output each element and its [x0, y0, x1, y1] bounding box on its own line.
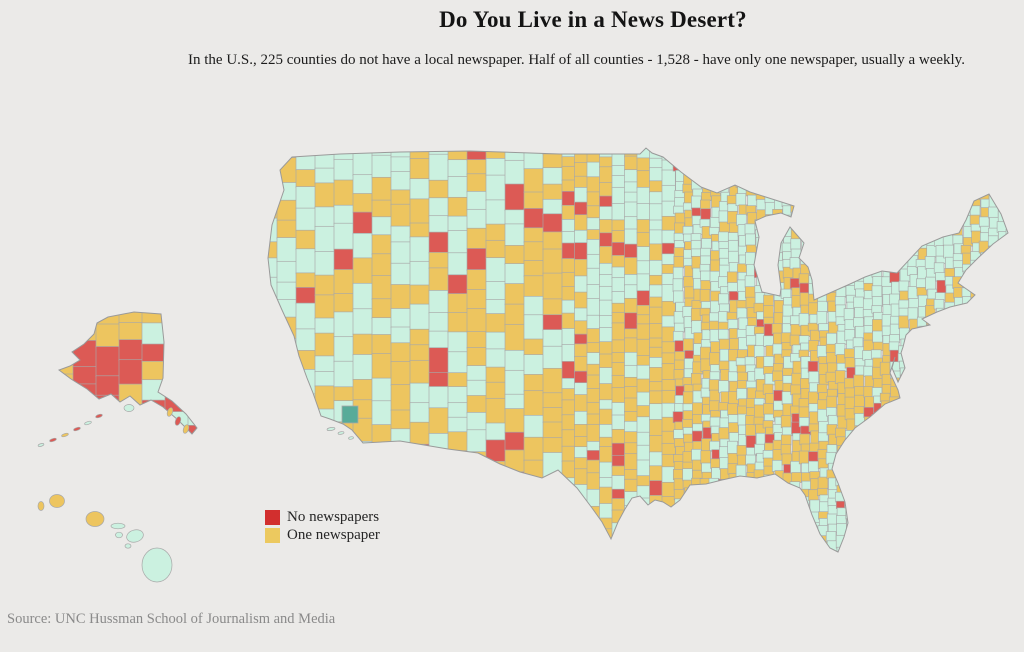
legend: No newspapers One newspaper	[265, 508, 380, 544]
page-title: Do You Live in a News Desert?	[439, 7, 747, 32]
source-note: Source: UNC Hussman School of Journalism…	[7, 611, 336, 627]
legend-item-no-newspapers: No newspapers	[265, 508, 380, 526]
legend-item-one-newspaper: One newspaper	[265, 526, 380, 544]
page-subtitle: In the U.S., 225 counties do not have a …	[188, 52, 965, 68]
legend-label-no-newspapers: No newspapers	[287, 508, 380, 525]
legend-swatch-one-newspaper	[265, 527, 280, 543]
legend-label-one-newspaper: One newspaper	[287, 526, 380, 543]
legend-swatch-no-newspapers	[265, 509, 280, 525]
